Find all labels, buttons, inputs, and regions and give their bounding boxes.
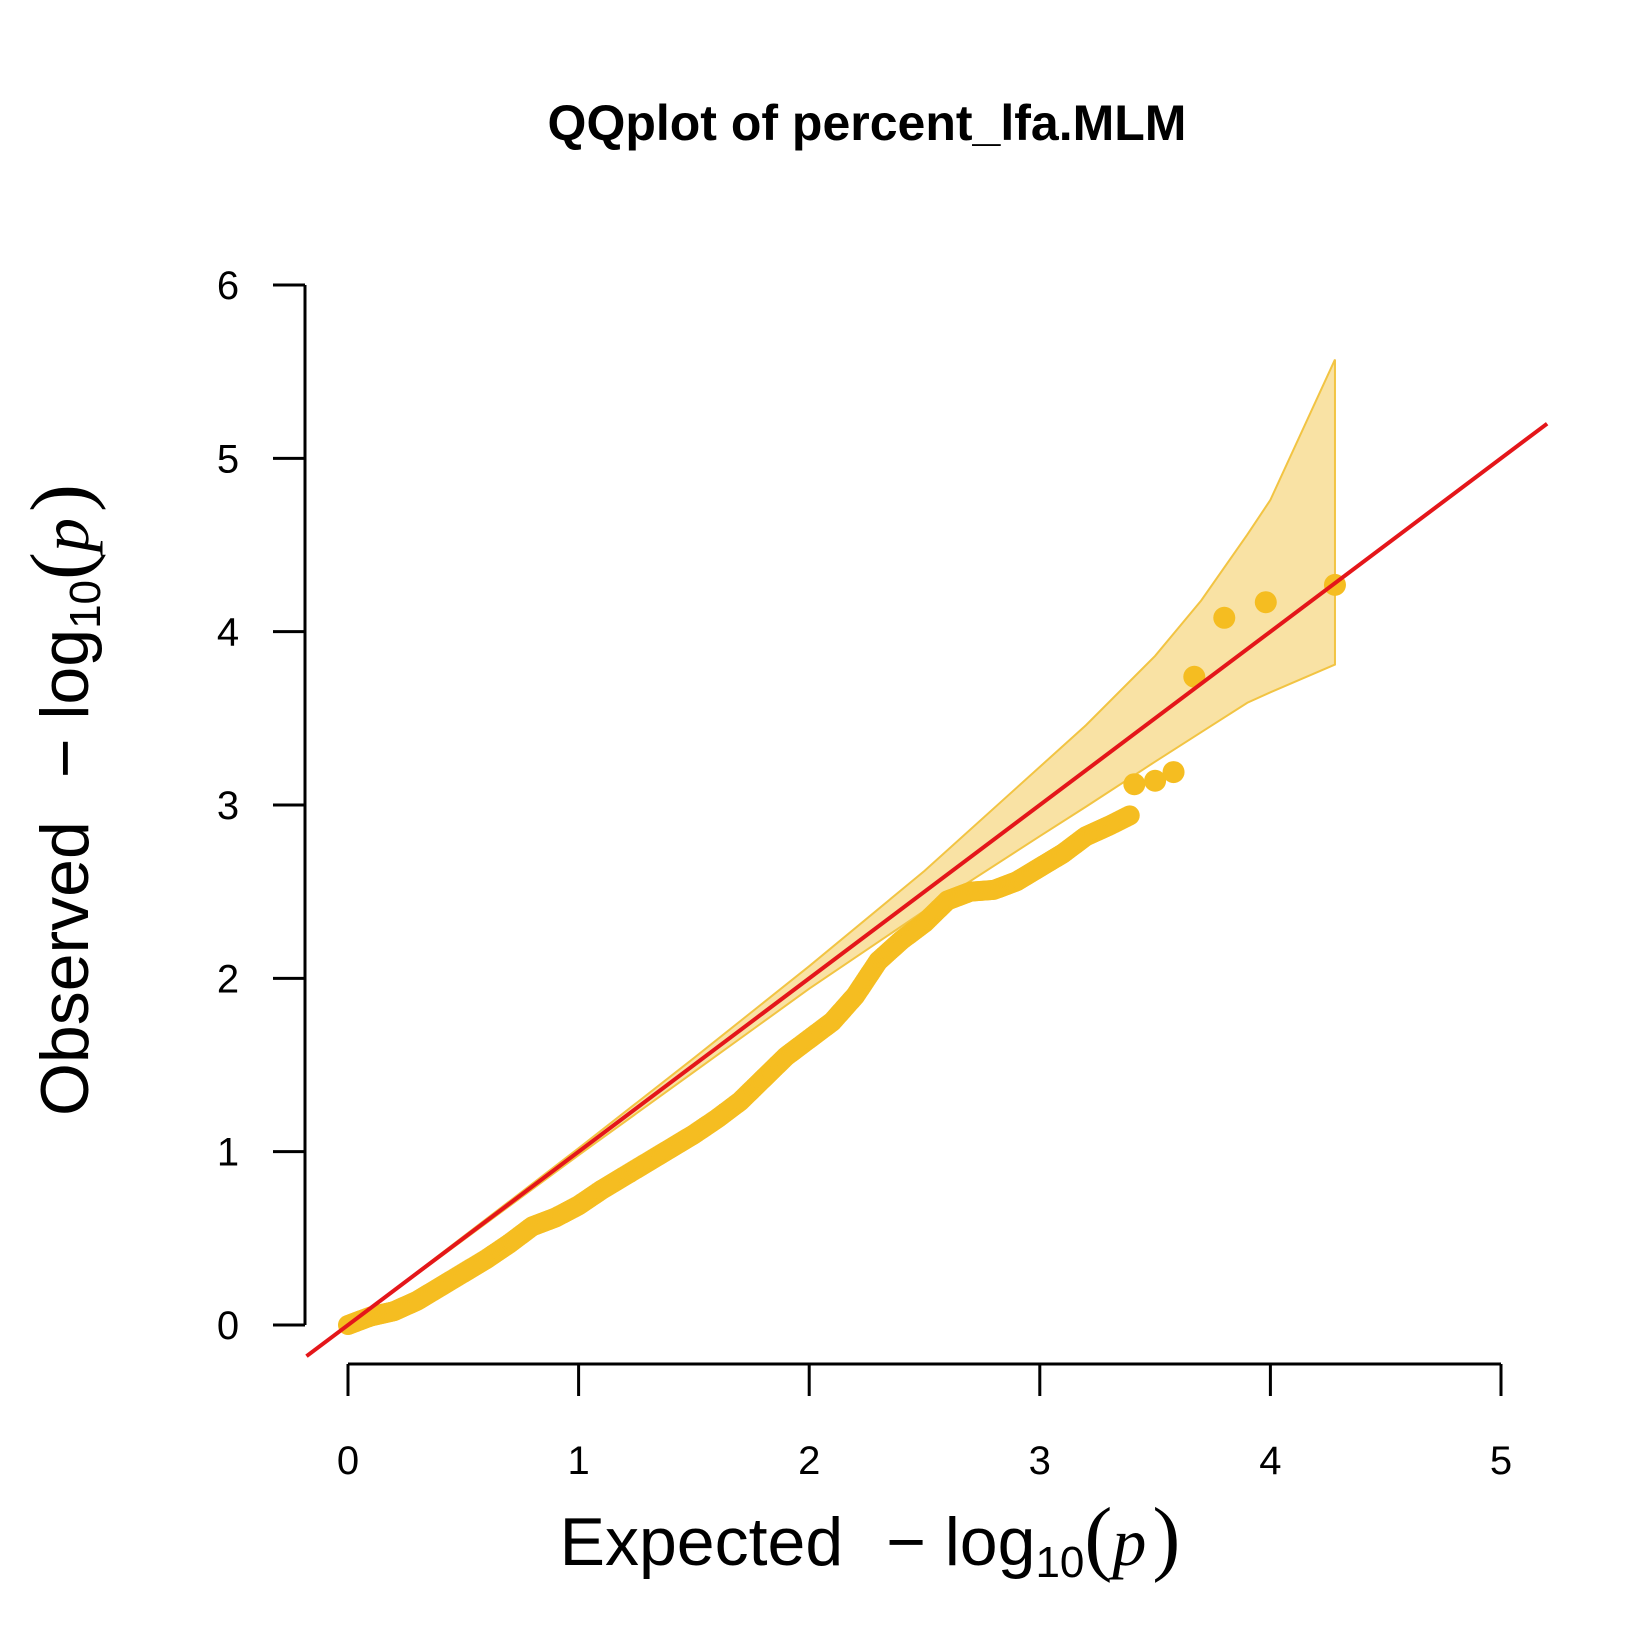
x-tick-label: 3	[1029, 1439, 1051, 1483]
qq-point-top	[1213, 606, 1236, 629]
qq-point-top	[1254, 591, 1277, 614]
x-axis: 0 1 2 3 4 5	[337, 1362, 1512, 1483]
y-tick-label: 1	[217, 1131, 239, 1175]
qq-point-top	[1123, 773, 1146, 796]
confidence-band	[347, 359, 1336, 1326]
x-tick-label: 0	[337, 1439, 359, 1483]
y-tick-label: 2	[217, 957, 239, 1001]
data-points	[338, 573, 1346, 1335]
y-tick-label: 5	[217, 437, 239, 481]
y-tick-label: 4	[217, 611, 239, 655]
x-tick-label: 2	[798, 1439, 820, 1483]
x-tick-label: 5	[1490, 1439, 1512, 1483]
qq-point-top	[1162, 761, 1185, 784]
qq-point-top	[1144, 769, 1167, 792]
x-tick-label: 1	[567, 1439, 589, 1483]
qq-point	[1119, 805, 1140, 826]
x-tick-label: 4	[1259, 1439, 1281, 1483]
plot-area	[305, 359, 1549, 1358]
chart-title: QQplot of percent_lfa.MLM	[548, 95, 1187, 151]
y-axis: 0 1 2 3 4 5 6	[217, 264, 307, 1348]
y-tick-label: 6	[217, 264, 239, 308]
y-axis-title: Observed − log10(p)	[14, 484, 110, 1116]
y-tick-label: 3	[217, 784, 239, 828]
y-tick-label: 0	[217, 1304, 239, 1348]
reference-line	[305, 422, 1549, 1358]
x-axis-title: Expected − log10(p)	[560, 1491, 1181, 1587]
